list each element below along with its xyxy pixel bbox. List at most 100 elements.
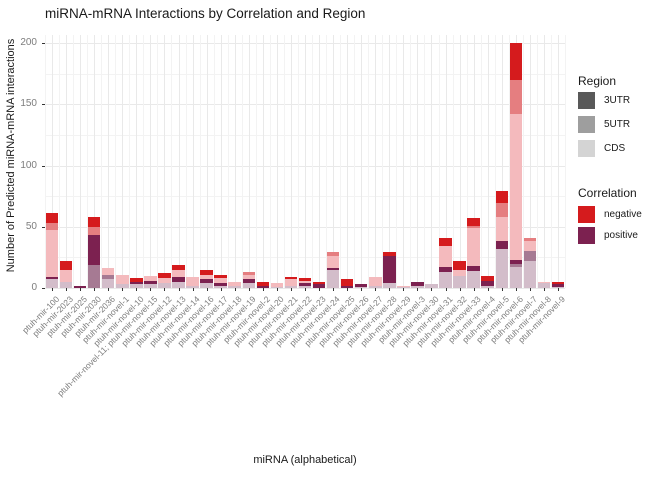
gridline-vertical-major	[361, 35, 363, 288]
bar-segment-ptuh-mir-novel-6-3UTR-negative	[509, 43, 523, 80]
bar-segment-ptuh-mir-2023-3UTR-negative	[59, 261, 73, 270]
bar-segment-ptuh-mir-novel-25-3UTR-negative	[340, 279, 354, 286]
bar-segment-ptuh-mir-novel-1-CDS-negative	[116, 274, 129, 285]
bar-segment-ptuh-mir-novel-12-3UTR-negative	[158, 273, 171, 279]
gridline-vertical-minor	[326, 35, 328, 288]
bar-segment-ptuh-mir-2036-5UTR-positive	[101, 274, 115, 280]
bar-segment-ptuh-mir-novel-27-CDS-negative	[369, 276, 382, 286]
chart-title: miRNA-mRNA Interactions by Correlation a…	[45, 6, 366, 21]
gridline-vertical-minor	[452, 35, 454, 288]
gridline-vertical-minor	[171, 35, 173, 288]
bar-segment-ptuh-mir-novel-5-3UTR-positive	[495, 241, 508, 249]
gridline-vertical-major	[178, 35, 180, 288]
bar-segment-ptuh-mir-2036-CDS-positive	[101, 279, 115, 288]
bar-segment-ptuh-mir-novel-22-3UTR-negative	[298, 278, 312, 281]
plot-panel	[45, 35, 566, 289]
y-axis-title: Number of Predicted miRNA-mRNA interacti…	[5, 38, 17, 273]
bar-segment-ptuh-mir-novel-5-3UTR-negative	[495, 191, 508, 204]
gridline-vertical-minor	[297, 35, 299, 288]
x-tick-mark	[361, 288, 363, 291]
gridline-vertical-major	[389, 35, 391, 288]
y-tick-mark	[42, 43, 45, 44]
bar-segment-ptuh-mir-novel-17-3UTR-negative	[214, 274, 227, 279]
x-tick-mark	[333, 288, 335, 291]
legend-region-title: Region	[578, 74, 617, 88]
x-tick-mark	[108, 288, 110, 291]
x-tick-mark	[262, 288, 264, 291]
bar-segment-ptuh-mir-novel-33-3UTR-positive	[467, 265, 480, 271]
x-tick-mark	[375, 288, 377, 291]
bar-segment-ptuh-mir-100-CDS-positive	[45, 279, 59, 288]
bar-segment-ptuh-mir-novel-29-CDS-positive	[397, 286, 410, 288]
x-tick-mark	[234, 288, 236, 291]
gridline-vertical-minor	[508, 35, 510, 288]
x-tick-mark	[206, 288, 208, 291]
x-tick-mark	[290, 288, 292, 291]
gridline-vertical-minor	[241, 35, 243, 288]
bar-segment-ptuh-mir-novel-22-3UTR-positive	[298, 283, 312, 286]
gridline-vertical-minor	[480, 35, 482, 288]
bar-segment-ptuh-mir-novel-21-CDS-positive	[284, 285, 298, 288]
bar-segment-ptuh-mir-novel-16-3UTR-negative	[200, 269, 213, 275]
bar-segment-ptuh-mir-novel-13-CDS-positive	[172, 281, 185, 288]
bar-segment-ptuh-mir-novel-14-CDS-positive	[186, 285, 199, 288]
gridline-vertical-major	[108, 35, 110, 288]
bar-segment-ptuh-mir-100-CDS-negative	[45, 230, 59, 277]
gridline-vertical-minor	[550, 35, 552, 288]
gridline-vertical-minor	[73, 35, 75, 288]
x-tick-mark	[557, 288, 559, 291]
x-tick-mark	[445, 288, 447, 291]
gridline-vertical-major	[375, 35, 377, 288]
bar-segment-ptuh-mir-2030-5UTR-negative	[87, 226, 101, 236]
bar-segment-ptuh-mir-novel-19-CDS-positive	[242, 283, 256, 288]
gridline-vertical-minor	[410, 35, 412, 288]
bar-segment-ptuh-mir-novel-32-CDS-positive	[453, 275, 466, 288]
bar-segment-ptuh-mir-novel-13-3UTR-positive	[172, 276, 185, 282]
gridline-vertical-minor	[466, 35, 468, 288]
gridline-vertical-major	[206, 35, 208, 288]
bar-segment-ptuh-mir-novel-33-CDS-positive	[467, 270, 480, 288]
x-tick-mark	[473, 288, 475, 291]
bar-segment-ptuh-mir-novel-32-CDS-negative	[453, 269, 466, 276]
bar-segment-ptuh-mir-novel-3-3UTR-positive	[411, 281, 424, 286]
gridline-vertical-major	[403, 35, 405, 288]
x-tick-mark	[319, 288, 321, 291]
bar-segment-ptuh-mir-novel-1-CDS-positive	[116, 284, 129, 288]
bar-segment-ptuh-mir-novel-31-CDS-negative	[439, 246, 452, 268]
y-tick-mark	[42, 165, 45, 167]
legend-swatch-cds-icon	[578, 140, 595, 157]
gridline-vertical-minor	[185, 35, 187, 288]
gridline-vertical-minor	[382, 35, 384, 288]
bar-segment-ptuh-mir-novel-22-CDS-positive	[298, 285, 312, 288]
bar-segment-ptuh-mir-novel-23-3UTR-positive	[312, 284, 326, 288]
x-tick-mark	[543, 288, 545, 291]
bar-segment-ptuh-mir-novel-11; ptuh-mir-novel-15-CDS-negative	[144, 275, 157, 281]
bar-segment-ptuh-mir-novel-22-CDS-negative	[298, 280, 312, 284]
bar-segment-ptuh-mir-novel-29-CDS-negative	[397, 285, 410, 287]
bar-segment-ptuh-mir-novel-2-3UTR-positive	[256, 285, 270, 288]
bar-segment-ptuh-mir-novel-28-3UTR-negative	[383, 252, 396, 257]
x-axis-title: miRNA (alphabetical)	[253, 454, 357, 466]
x-tick-mark	[347, 288, 349, 291]
gridline-vertical-minor	[565, 35, 566, 288]
bar-segment-ptuh-mir-novel-6-CDS-positive	[509, 267, 523, 288]
bar-segment-ptuh-mir-novel-24-CDS-negative	[326, 256, 340, 269]
x-tick-mark	[515, 288, 517, 291]
gridline-vertical-major	[150, 35, 152, 288]
bar-segment-ptuh-mir-novel-7-5UTR-negative	[523, 237, 537, 242]
bar-segment-ptuh-mir-novel-4-3UTR-negative	[481, 275, 494, 281]
gridline-vertical-major	[192, 35, 194, 288]
legend-swatch-positive-icon	[578, 227, 595, 244]
legend-item-positive: positive	[578, 227, 638, 244]
gridline-vertical-minor	[283, 35, 285, 288]
gridline-vertical-minor	[87, 35, 89, 288]
x-tick-mark	[164, 288, 166, 291]
gridline-vertical-major	[290, 35, 292, 288]
gridline-vertical-major	[417, 35, 419, 288]
x-tick-mark	[150, 288, 152, 291]
bar-segment-ptuh-mir-2030-3UTR-negative	[87, 216, 101, 227]
bar-segment-ptuh-mir-novel-16-3UTR-positive	[200, 279, 213, 284]
x-tick-mark	[403, 288, 405, 291]
bar-segment-ptuh-mir-novel-26-CDS-positive	[354, 286, 368, 288]
bar-segment-ptuh-mir-novel-18-CDS-negative	[228, 281, 241, 286]
